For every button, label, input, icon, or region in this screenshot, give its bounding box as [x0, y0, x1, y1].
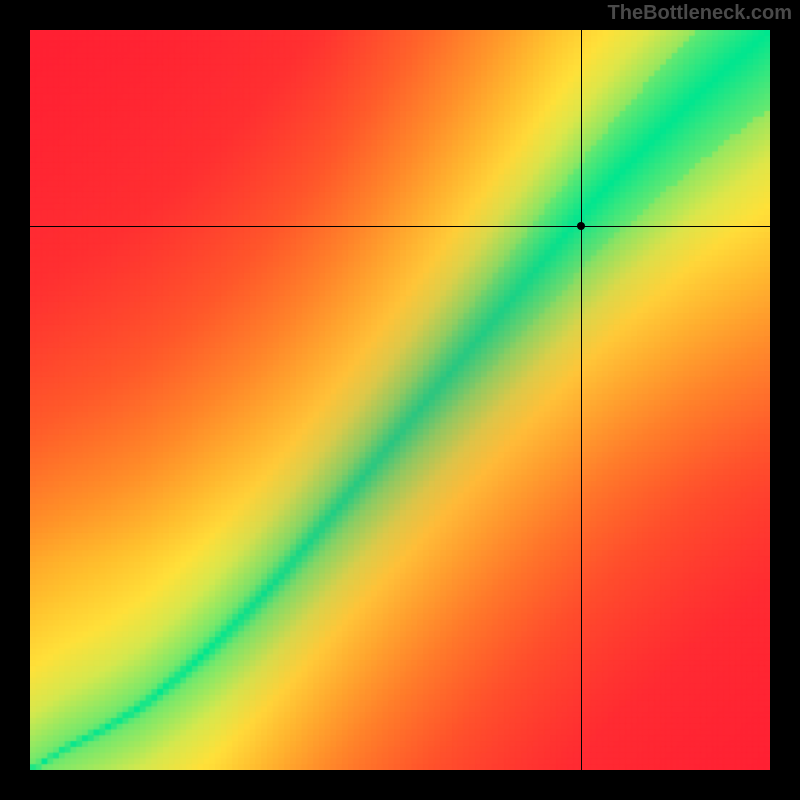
crosshair-marker	[577, 222, 585, 230]
attribution-label: TheBottleneck.com	[608, 2, 792, 25]
plot-area	[30, 30, 770, 770]
crosshair-vertical	[581, 30, 582, 770]
heatmap-canvas	[30, 30, 770, 770]
chart-container: TheBottleneck.com	[0, 0, 800, 800]
crosshair-horizontal	[30, 226, 770, 227]
